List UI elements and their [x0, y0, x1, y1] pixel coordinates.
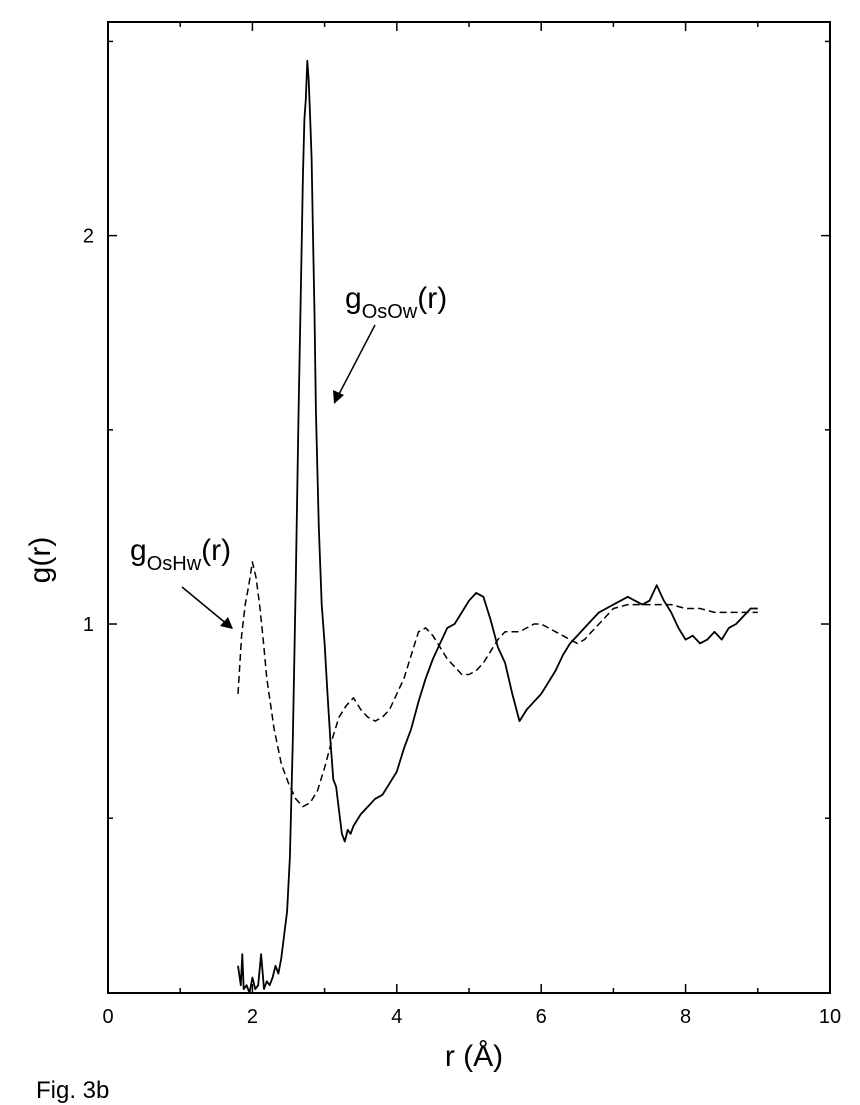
annotation-goshw-arrow — [181, 586, 233, 629]
x-tick-label: 0 — [102, 1006, 113, 1028]
annotation-gosow-tail: (r) — [417, 282, 447, 315]
plot-frame — [107, 21, 831, 994]
series-line-goshw-r — [237, 561, 758, 808]
annotation-goshw-sub: OsHw — [147, 553, 202, 575]
x-tick-label: 8 — [680, 1006, 691, 1028]
axis-ticks — [107, 22, 831, 993]
x-axis-label: r (Å) — [445, 1040, 503, 1073]
annotation-gosow-sub: OsOw — [362, 301, 418, 323]
annotation-gosow: gOsOw(r) — [345, 282, 447, 323]
annotation-goshw-base: g — [130, 534, 147, 567]
annotation-gosow-arrow — [333, 324, 376, 404]
y-tick-label: 2 — [83, 226, 94, 248]
x-tick-label: 6 — [536, 1006, 547, 1028]
x-tick-label: 10 — [819, 1006, 841, 1028]
figure-label: Fig. 3b — [36, 1077, 110, 1104]
y-tick-label: 1 — [83, 614, 94, 636]
annotation-goshw: gOsHw(r) — [130, 534, 231, 575]
annotation-gosow-base: g — [345, 282, 362, 315]
series-layer — [237, 59, 758, 994]
annotation-goshw-tail: (r) — [201, 534, 231, 567]
plot-border — [107, 21, 831, 994]
x-tick-label: 4 — [391, 1006, 402, 1028]
y-axis-label: g(r) — [24, 537, 57, 584]
x-tick-label: 2 — [247, 1006, 258, 1028]
series-line-gosow-r — [237, 59, 758, 994]
